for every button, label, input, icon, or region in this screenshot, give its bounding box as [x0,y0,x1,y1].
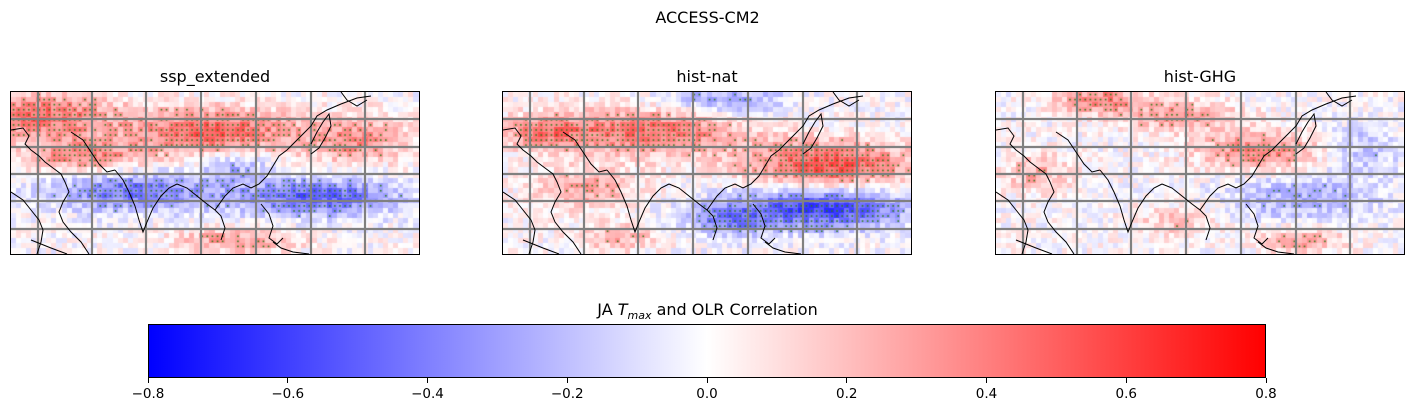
coastline [11,191,44,254]
colorbar-tick [1265,378,1267,383]
map-panel-hist-nat [502,91,912,255]
coastline [1161,183,1211,241]
colorbar-tick-label: 0.8 [1255,386,1277,402]
coastline [310,112,332,155]
coastline [996,191,1029,254]
colorbar-title-prefix: JA [597,300,618,319]
map-overlay-hist-nat [503,92,911,254]
coastline [70,131,116,173]
colorbar-tick-label: −0.4 [411,386,444,402]
colorbar-tick-label: 0.0 [696,386,718,402]
coastline [11,127,90,254]
colorbar-tick [566,378,568,383]
coastline [522,239,560,254]
colorbar-tick [147,378,149,383]
coastline [996,127,1075,254]
coastline [802,112,824,155]
coastline [1015,239,1053,254]
colorbar-tick [1125,378,1127,383]
coastline [1245,203,1269,245]
coastline [503,191,536,254]
coastline [176,183,226,241]
colorbar-tick [287,378,289,383]
coastline [30,239,68,254]
coastline [1325,92,1353,107]
coastline [1055,131,1101,173]
colorbar-tick [427,378,428,383]
coastline [340,92,368,107]
colorbar-tick [846,378,848,383]
coastline [272,241,310,254]
panel-title-hist-ghg: hist-GHG [1163,67,1237,86]
coastline [1199,95,1357,211]
colorbar-title-suffix: and OLR Correlation [651,300,818,319]
colorbar-tick-label: −0.6 [271,386,305,402]
coastline [260,203,284,245]
map-overlay-hist-ghg [996,92,1404,254]
coastline [668,183,718,241]
colorbar-tick [986,378,987,383]
map-panel-hist-ghg [995,91,1405,255]
colorbar-tick [706,378,708,383]
panel-title-hist-nat: hist-nat [676,67,738,86]
map-overlay-ssp-extended [11,92,419,254]
coastline [562,131,608,173]
coastline [214,95,372,211]
colorbar-title-variable: T [617,300,628,319]
coastline [764,241,802,254]
colorbar-title-subscript: max [627,309,652,323]
coastline [752,203,776,245]
colorbar-tick-label: −0.2 [550,386,584,402]
colorbar-tick-label: 0.4 [975,386,998,402]
colorbar-tick-label: −0.8 [131,386,165,402]
colorbar-tick-label: 0.6 [1115,386,1137,402]
colorbar-tick-label: 0.2 [836,386,858,402]
figure-title: ACCESS-CM2 [655,8,760,27]
coastline [706,95,864,211]
coastline [503,127,582,254]
coastline [606,169,670,234]
colorbar-title: JA Tmax and OLR Correlation [0,300,1415,322]
coastline [114,169,178,234]
coastline [1257,241,1295,254]
coastline [1295,112,1317,155]
coastline [1099,169,1163,234]
coastline [832,92,860,107]
panel-title-ssp-extended: ssp_extended [159,67,271,86]
colorbar [148,324,1266,378]
map-panel-ssp-extended [10,91,420,255]
